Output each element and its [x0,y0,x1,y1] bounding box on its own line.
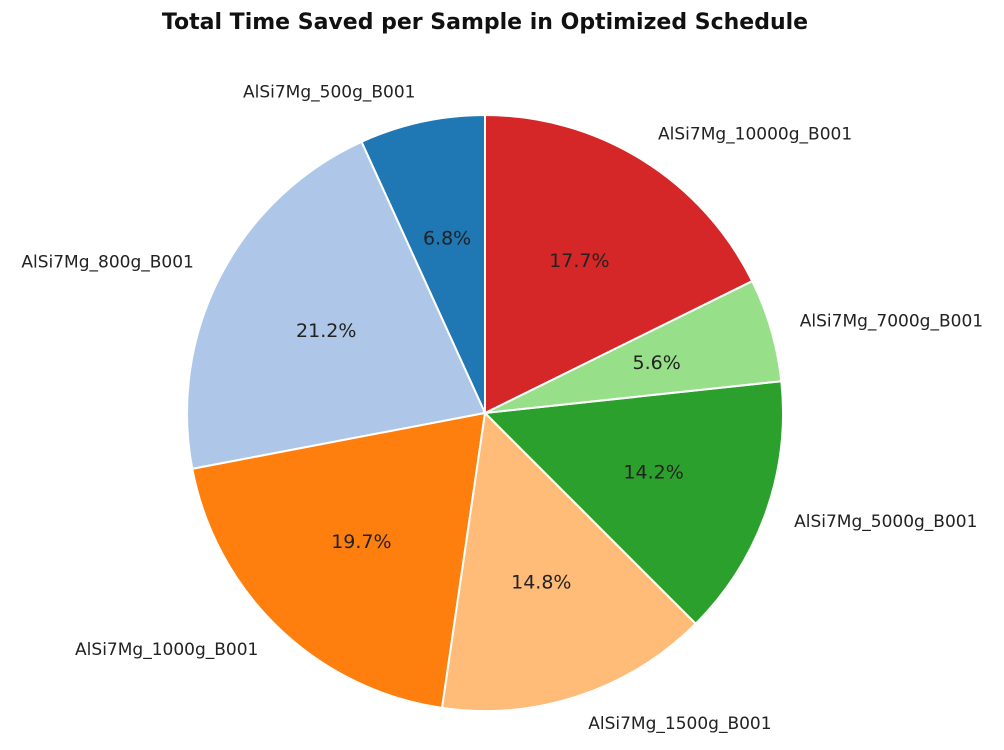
pie-slice-alsi7mg-800g-b001 [186,140,487,471]
pie-category-label: AlSi7Mg_1000g_B001 [75,640,258,660]
pie-category-labels: AlSi7Mg_500g_B001 AlSi7Mg_800g_B001 AlSi7M… [21,83,983,734]
pie-category-label: AlSi7Mg_7000g_B001 [800,312,983,332]
pie-slice-alsi7mg-500g-b001 [360,113,486,414]
pie-percent-label: 6.8% [423,227,471,249]
pie-category-label: AlSi7Mg_5000g_B001 [794,512,977,532]
pie-slice-alsi7mg-1000g-b001 [191,411,487,710]
pie-percent-labels: 6.8% 21.2% 19.7% 14.8% 14.2% 5.6% 17.7% [296,227,684,593]
pie-percent-label: 14.8% [511,572,571,594]
pie-percent-label: 5.6% [633,352,681,374]
pie-category-label: AlSi7Mg_1500g_B001 [588,714,771,734]
pie-slice-alsi7mg-1500g-b001 [440,410,698,712]
pie-percent-label: 19.7% [331,531,391,553]
pie-percent-label: 14.2% [623,462,683,484]
pie-category-label: AlSi7Mg_10000g_B001 [658,125,852,145]
pie-percent-label: 21.2% [296,320,356,342]
pie-slice-alsi7mg-10000g-b001 [484,113,754,415]
chart-title: Total Time Saved per Sample in Optimized… [162,10,808,35]
pie-category-label: AlSi7Mg_800g_B001 [21,252,194,272]
pie-category-label: AlSi7Mg_500g_B001 [243,83,416,103]
pie-slices [186,113,784,712]
pie-slice-alsi7mg-5000g-b001 [482,380,784,626]
pie-percent-label: 17.7% [549,250,609,272]
